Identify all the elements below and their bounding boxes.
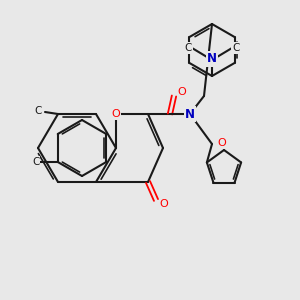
Text: O: O <box>160 199 168 209</box>
Text: N: N <box>207 52 217 65</box>
Text: O: O <box>218 138 226 148</box>
Text: O: O <box>112 109 120 119</box>
Text: C: C <box>32 157 39 167</box>
Text: C: C <box>184 43 192 53</box>
Text: C: C <box>34 106 42 116</box>
Text: O: O <box>178 87 186 97</box>
Text: C: C <box>232 43 240 53</box>
Text: N: N <box>185 107 195 121</box>
